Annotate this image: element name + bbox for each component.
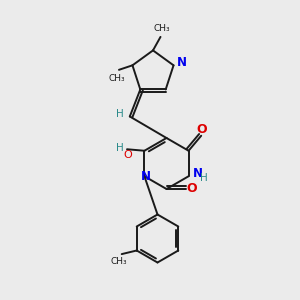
Text: O: O <box>197 123 207 136</box>
Text: O: O <box>124 150 133 160</box>
Text: N: N <box>141 170 151 183</box>
Text: CH₃: CH₃ <box>153 24 170 33</box>
Text: H: H <box>200 173 208 183</box>
Text: O: O <box>187 182 197 196</box>
Text: H: H <box>116 109 124 119</box>
Text: CH₃: CH₃ <box>110 257 127 266</box>
Text: N: N <box>193 167 203 180</box>
Text: N: N <box>177 56 187 69</box>
Text: CH₃: CH₃ <box>108 74 125 83</box>
Text: H: H <box>116 143 123 153</box>
